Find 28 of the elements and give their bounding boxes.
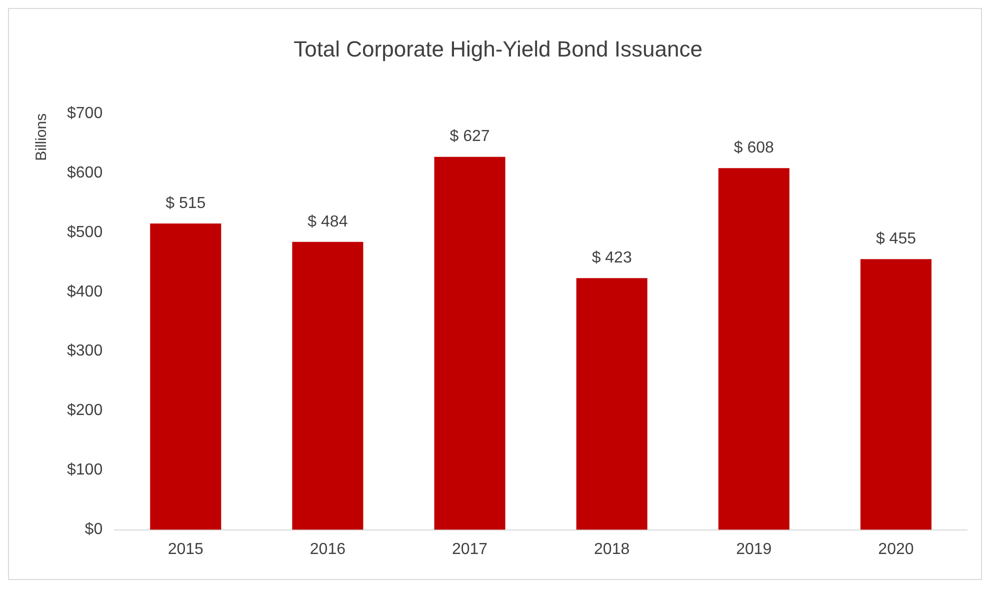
x-tick-label: 2016 (310, 540, 346, 558)
y-tick-label: $100 (67, 462, 103, 479)
data-label: $ 627 (450, 128, 490, 146)
y-tick-label: $200 (67, 402, 103, 420)
data-label: $ 515 (166, 194, 206, 212)
x-tick-label: 2018 (594, 540, 630, 558)
y-tick-label: $0 (84, 521, 103, 538)
data-label: $ 608 (734, 140, 774, 157)
data-label: $ 455 (876, 230, 916, 248)
bar (292, 242, 364, 530)
data-label: $ 484 (308, 213, 348, 230)
y-tick-label: $700 (67, 104, 103, 122)
x-tick-label: 2019 (736, 540, 772, 558)
y-tick-label: $400 (67, 283, 103, 300)
bar (434, 156, 506, 530)
chart-title: Total Corporate High-Yield Bond Issuance (294, 36, 702, 62)
x-tick-label: 2017 (452, 540, 488, 558)
bar (860, 259, 932, 530)
bar (718, 168, 790, 530)
y-tick-label: $300 (67, 342, 103, 360)
x-tick-label: 2015 (168, 540, 204, 558)
x-tick-label: 2020 (878, 540, 914, 558)
data-label: $ 423 (592, 250, 632, 267)
y-tick-label: $600 (67, 164, 103, 182)
y-axis-title: Billions (33, 113, 50, 161)
y-tick-label: $500 (67, 224, 103, 241)
bar (150, 223, 222, 530)
bar (576, 278, 648, 530)
